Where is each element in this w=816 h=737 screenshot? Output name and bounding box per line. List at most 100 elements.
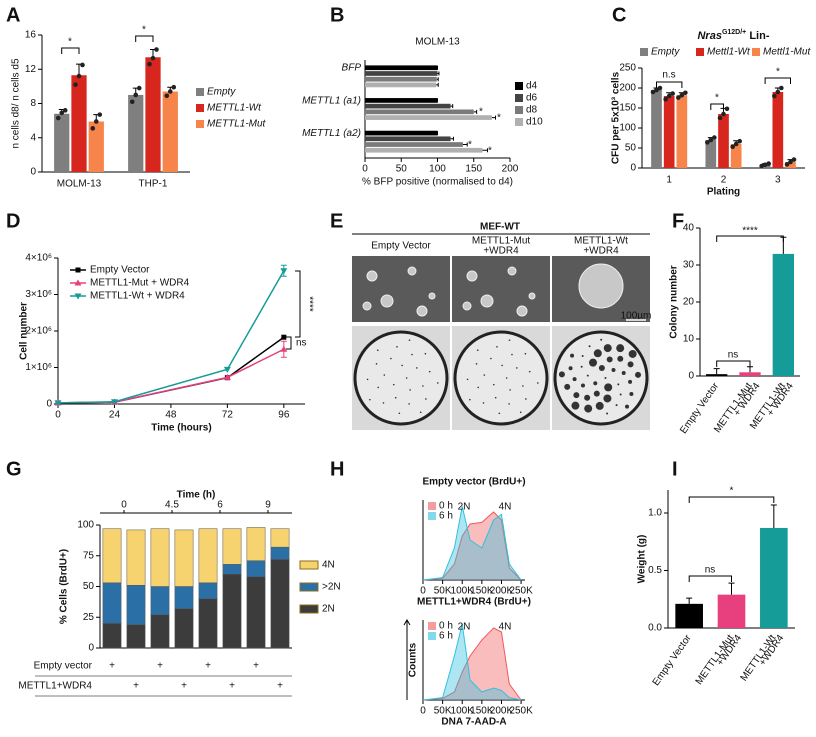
plate-colony (621, 371, 626, 376)
y-tick-label: 4 (30, 132, 36, 143)
data-point (670, 91, 675, 96)
micrograph (352, 256, 450, 322)
data-point (76, 73, 82, 79)
row-mark: + (277, 681, 283, 692)
data-point (73, 82, 78, 87)
bar-segment (102, 582, 122, 624)
plate-colony (405, 377, 408, 379)
y-tick-label: METTL1 (a1) (302, 95, 361, 106)
x-tick-label: 96 (278, 410, 290, 421)
bar-segment (150, 528, 170, 587)
y-tick-label: 0.5 (648, 565, 662, 576)
column-label: METTL1-Mut (472, 236, 531, 247)
x-axis-label: Time (hours) (151, 423, 211, 434)
legend-label: Empty (651, 47, 680, 58)
plate-colony (492, 383, 495, 386)
colony (480, 294, 494, 308)
plate-colony (536, 382, 539, 384)
bar (365, 136, 451, 142)
plate-colony (394, 396, 397, 399)
legend-label: 0 h (439, 621, 453, 632)
y-tick-label: 30 (683, 260, 695, 271)
plate (553, 330, 649, 426)
time-tick-label: 4.5 (165, 500, 179, 511)
bar-segment (150, 586, 170, 616)
y-tick-label: 4×10⁶ (25, 253, 52, 264)
bar-segment (198, 528, 218, 584)
y-tick-label: METTL1 (a2) (302, 128, 361, 139)
annotation: * (68, 37, 72, 48)
data-point (721, 111, 726, 117)
data-point (129, 99, 135, 105)
plate-colony (572, 377, 577, 382)
plate-colony (571, 401, 580, 410)
data-point (679, 92, 685, 98)
legend-label: Mettl1-Wt (707, 47, 751, 58)
plate-colony (593, 390, 600, 397)
plate-colony (627, 361, 634, 368)
plate-colony (508, 339, 511, 341)
panel-letter: G (6, 458, 22, 480)
plate-colony (366, 378, 369, 381)
data-point (724, 106, 730, 112)
legend-label: METTL1-Mut (207, 119, 267, 130)
micrograph (452, 256, 550, 322)
plate-colony (617, 355, 624, 362)
bar (365, 71, 438, 76)
legend-label: 6 h (439, 511, 453, 522)
bar-segment (246, 560, 266, 577)
column-label: +WDR4 (583, 246, 619, 257)
title-part: G12D/+ (722, 29, 746, 36)
annotation: * (468, 140, 472, 151)
bracket (688, 496, 775, 503)
error-bar (450, 104, 454, 109)
legend-swatch (428, 502, 436, 510)
data-point (90, 126, 96, 131)
area-fill (423, 512, 522, 580)
bracket (716, 360, 751, 367)
bar (785, 162, 796, 168)
y-axis-label: n cells d8/ n cells d5 (11, 58, 22, 148)
error-bar (462, 142, 468, 147)
plate-colony (516, 367, 518, 369)
error-bar (473, 109, 478, 114)
legend-swatch (515, 94, 523, 102)
plate-colony (616, 344, 625, 353)
bar (651, 90, 662, 168)
annotation: * (479, 107, 483, 118)
legend-label: d10 (526, 117, 543, 128)
data-point (766, 161, 771, 166)
plate-colony (401, 364, 403, 367)
plate-colony (425, 398, 427, 400)
annotation: 2N (458, 502, 471, 513)
error-bar (686, 597, 693, 604)
data-point (150, 55, 156, 61)
x-tick-label: 48 (165, 410, 177, 421)
plate-colony (598, 365, 605, 372)
plate-colony (528, 370, 531, 373)
plate-colony (619, 393, 622, 396)
plate-colony (466, 378, 469, 381)
x-tick-label: THP-1 (139, 179, 168, 190)
bar (717, 594, 746, 628)
plate-colony (398, 412, 401, 415)
colony (380, 294, 394, 308)
data-point (676, 95, 681, 100)
annotation: * (776, 67, 780, 78)
plate-colony (392, 383, 395, 386)
data-point (784, 162, 790, 167)
bar (365, 130, 438, 136)
error-bar (713, 368, 720, 375)
area-outline (422, 511, 522, 581)
plate-colony (376, 349, 379, 351)
plate-colony (604, 383, 613, 392)
legend-label: METTL1-Wt + WDR4 (90, 291, 185, 302)
x-tick-label: 100K (451, 586, 475, 597)
x-tick-label: 150K (470, 706, 494, 717)
annotation: ns (296, 338, 307, 349)
data-point (62, 108, 68, 113)
legend-swatch (515, 106, 523, 114)
annotation: 4N (499, 622, 512, 633)
plate-colony (396, 345, 398, 348)
plate (453, 330, 549, 426)
